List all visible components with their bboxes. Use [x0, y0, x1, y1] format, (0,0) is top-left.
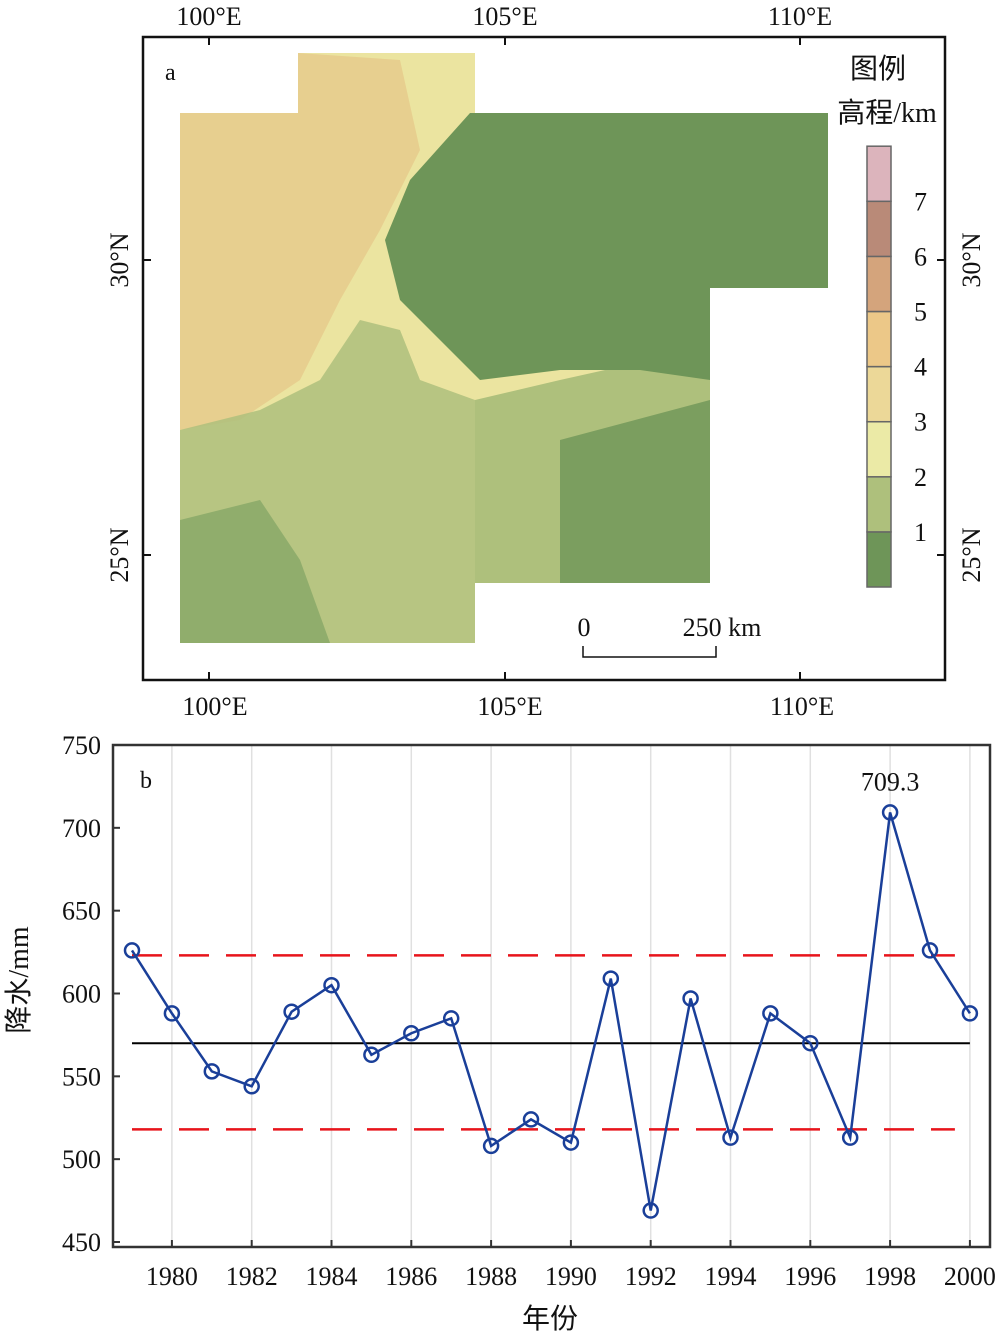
- left-lat-tick: 25°N: [105, 527, 134, 582]
- sichuan-basin: [385, 113, 828, 380]
- left-lat-tick: 30°N: [105, 232, 134, 287]
- scale-bar: 0 250 km: [578, 613, 762, 658]
- right-lat-tick: 25°N: [957, 527, 986, 582]
- colorbar-segment: [866, 476, 892, 533]
- x-tick-label: 1984: [306, 1262, 358, 1291]
- colorbar-tick-label: 3: [914, 408, 927, 437]
- precipitation-series-line: [130, 812, 971, 1211]
- peak-annotation: 709.3: [861, 767, 920, 796]
- map-ticks: [143, 37, 945, 680]
- data-point: [841, 1129, 859, 1146]
- data-point: [602, 970, 620, 987]
- data-point: [283, 1003, 300, 1020]
- plot-area: 1980 1982 1984 1986 1988 1990 1992 1994 1996 1998…: [62, 731, 996, 1291]
- colorbar-tick-label: 2: [914, 463, 927, 492]
- x-tick-label: 1994: [705, 1262, 757, 1291]
- colorbar-segment: [866, 200, 892, 258]
- x-tick-label: 1986: [385, 1262, 437, 1291]
- x-tick-label: 1992: [625, 1262, 677, 1291]
- x-axis-label: 年份: [522, 1303, 578, 1335]
- data-point: [921, 942, 939, 959]
- data-point: [482, 1137, 500, 1155]
- legend-title: 图例: [850, 53, 906, 85]
- colorbar-tick-label: 1: [914, 518, 927, 547]
- colorbar-tick-label: 7: [914, 187, 927, 216]
- right-lat-tick: 30°N: [957, 232, 986, 287]
- scale-label: 250 km: [683, 613, 762, 642]
- bottom-lon-tick: 100°E: [182, 692, 247, 720]
- x-tick-label: 1980: [146, 1262, 198, 1291]
- data-point: [203, 1063, 221, 1080]
- y-tick-label: 750: [62, 731, 101, 760]
- data-point: [722, 1129, 739, 1146]
- data-point: [522, 1111, 540, 1128]
- x-tick-label: 1998: [864, 1262, 916, 1291]
- colorbar-tick-label: 5: [914, 298, 927, 327]
- colorbar-segment: [866, 255, 892, 313]
- elevation-map-panel: a 100°E 105°E 110°E 100°E 105°E 110°E 30…: [105, 2, 986, 720]
- data-point: [163, 1005, 181, 1022]
- bottom-lon-tick: 110°E: [770, 692, 834, 720]
- legend-unit: 高程/km: [837, 97, 937, 129]
- y-tick-label: 550: [62, 1062, 101, 1091]
- data-point: [961, 1005, 979, 1022]
- high-plateau: [180, 53, 420, 430]
- data-point: [682, 990, 699, 1007]
- precipitation-chart: 1980 1982 1984 1986 1988 1990 1992 1994 1996 1998…: [3, 731, 996, 1335]
- elevation-colorbar: 1 2 3 4 5 6 7: [866, 145, 927, 588]
- data-point: [243, 1078, 260, 1095]
- data-point: [442, 1010, 460, 1027]
- terrain-region: [180, 53, 828, 643]
- y-axis-label: 降水/mm: [3, 926, 35, 1034]
- x-tick-label: 2000: [944, 1262, 996, 1291]
- data-point: [403, 1025, 420, 1042]
- x-tick-label: 1982: [226, 1262, 278, 1291]
- data-point: [323, 976, 340, 994]
- data-point: [562, 1134, 580, 1151]
- plot-frame: [111, 743, 992, 1249]
- y-tick-label: 450: [62, 1228, 101, 1257]
- data-point: [363, 1046, 380, 1064]
- top-lon-tick: 110°E: [768, 2, 832, 31]
- data-point: [123, 942, 141, 959]
- lowland-southeast: [560, 400, 710, 583]
- colorbar-segment: [866, 420, 892, 478]
- colorbar-tick-label: 4: [914, 353, 927, 382]
- data-point: [881, 804, 899, 821]
- x-tick-label: 1996: [784, 1262, 836, 1291]
- colorbar-segment: [866, 365, 892, 423]
- y-tick-label: 600: [62, 980, 101, 1009]
- data-point: [642, 1202, 659, 1219]
- colorbar-tick-label: 6: [914, 242, 927, 271]
- x-tick-label: 1988: [465, 1262, 517, 1291]
- panel-label-b: b: [140, 768, 152, 794]
- plot-background: [113, 745, 990, 1247]
- scale-zero: 0: [578, 613, 591, 642]
- x-tick-label: 1990: [545, 1262, 597, 1291]
- colorbar-segment: [866, 145, 892, 203]
- y-tick-label: 700: [62, 814, 101, 843]
- scale-bar-line: [582, 646, 717, 658]
- data-point: [762, 1005, 779, 1022]
- lowland-southwest: [180, 500, 330, 643]
- y-tick-label: 650: [62, 897, 101, 926]
- colorbar-segment: [866, 310, 892, 368]
- panel-label-a: a: [165, 60, 176, 86]
- bottom-lon-tick: 105°E: [477, 692, 542, 720]
- colorbar-segment: [866, 531, 892, 588]
- top-lon-tick: 105°E: [472, 2, 537, 31]
- data-point: [802, 1034, 819, 1052]
- y-tick-label: 500: [62, 1145, 101, 1174]
- top-lon-tick: 100°E: [176, 2, 241, 31]
